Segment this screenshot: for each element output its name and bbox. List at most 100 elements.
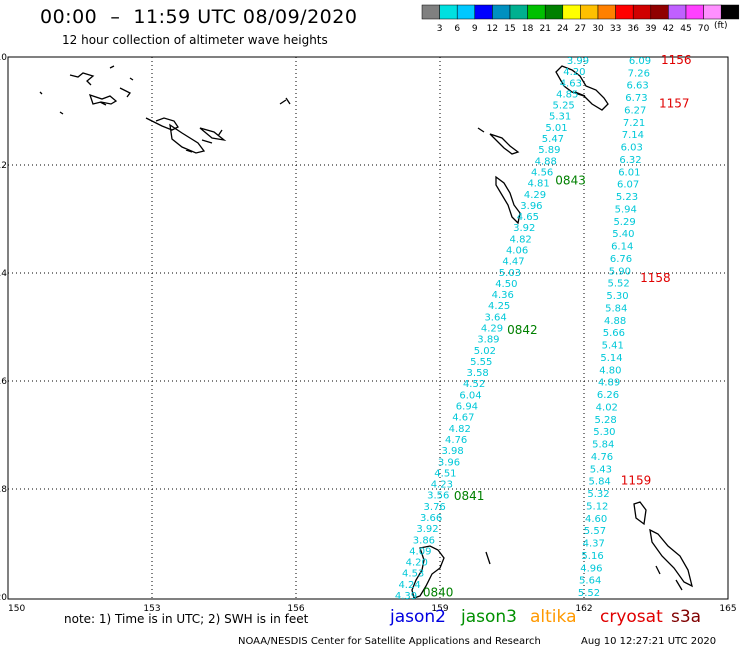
- y-axis-tick-label: -16: [0, 377, 7, 387]
- pass-time-label: 0840: [423, 585, 454, 599]
- swh-value-label: 4.89: [598, 378, 620, 389]
- swh-value-label: 5.14: [600, 353, 622, 364]
- swh-value-label: 3.86: [413, 535, 435, 546]
- swh-value-label: 6.14: [611, 242, 633, 253]
- footer-credit: NOAA/NESDIS Center for Satellite Applica…: [238, 636, 541, 647]
- swh-value-label: 5.57: [584, 526, 606, 537]
- swh-value-label: 6.26: [597, 390, 619, 401]
- swh-value-label: 7.21: [623, 118, 645, 129]
- swh-value-label: 6.63: [626, 81, 648, 92]
- satellite-legend-item: jason2: [390, 607, 446, 627]
- swh-value-label: 5.94: [615, 204, 637, 215]
- coastlines: [39, 65, 693, 599]
- swh-value-label: 4.76: [445, 435, 467, 446]
- legend-tick-label: 39: [645, 24, 657, 34]
- legend-tick-label: 33: [610, 24, 621, 34]
- coastline-islands-mid: [477, 127, 521, 225]
- legend-tick-label: 21: [539, 24, 550, 34]
- swh-value-label: 4.24: [398, 580, 420, 591]
- x-axis-tick-label: 165: [719, 604, 736, 614]
- swh-value-label: 4.20: [563, 67, 585, 78]
- swh-value-label: 4.29: [481, 324, 503, 335]
- swh-value-label: 3.92: [416, 524, 438, 535]
- legend-tick-label: 70: [698, 24, 710, 34]
- swh-value-label: 4.81: [527, 179, 549, 190]
- color-legend: 3 6 9 12 15 18 21 24 27 30 33 36 39 42 45 70: [421, 4, 740, 34]
- y-axis-tick-label: -10: [0, 53, 7, 63]
- axis-labels: 150 153 156 159 162 165 -10 -12 -14 -16 -18 -20: [0, 53, 737, 614]
- footer-timestamp: Aug 10 12:27:21 UTC 2020: [581, 636, 717, 647]
- pass-time-label: 1159: [621, 473, 652, 487]
- swh-value-label: 5.52: [608, 279, 630, 290]
- swh-value-label: 4.23: [431, 480, 453, 491]
- legend-tick-label: 24: [557, 24, 569, 34]
- swh-value-label: 5.32: [587, 489, 609, 500]
- swh-value-label: 5.40: [612, 229, 634, 240]
- swh-value-label: 4.39: [395, 591, 417, 602]
- swh-value-label: 6.04: [459, 390, 481, 401]
- note-text: note: 1) Time is in UTC; 2) SWH is in fe…: [64, 612, 309, 626]
- legend-tick-label: 6: [454, 24, 460, 34]
- swh-value-label: 4.76: [591, 452, 613, 463]
- swh-value-label: 6.32: [619, 155, 641, 166]
- swh-value-label: 4.82: [449, 424, 471, 435]
- pass-time-label: 0843: [555, 173, 586, 187]
- swh-value-label: 4.47: [502, 257, 524, 268]
- swh-value-label: 6.09: [629, 56, 651, 67]
- swh-value-label: 4.63: [560, 78, 582, 89]
- swh-value-label: 5.64: [579, 576, 601, 587]
- swh-value-label: 4.96: [580, 563, 602, 574]
- map-frame: [7, 56, 729, 600]
- swh-value-label: 4.06: [506, 245, 528, 256]
- swh-value-label: 3.92: [513, 223, 535, 234]
- y-axis-tick-label: -20: [0, 593, 7, 603]
- swh-value-label: 4.36: [492, 290, 514, 301]
- swh-value-label: 4.60: [585, 514, 607, 525]
- swh-value-label: 5.23: [616, 192, 638, 203]
- swh-value-label: 5.02: [474, 346, 496, 357]
- swh-value-label: 4.20: [406, 558, 428, 569]
- swh-value-label: 3.96: [520, 201, 542, 212]
- swh-value-label: 5.30: [593, 427, 615, 438]
- swh-value-label: 6.27: [624, 105, 646, 116]
- legend-tick-label: 9: [472, 24, 478, 34]
- y-axis-tick-label: -18: [0, 485, 7, 495]
- swh-value-label: 5.25: [553, 101, 575, 112]
- satellite-legend-item: altika: [530, 607, 577, 627]
- swh-value-label: 5.29: [613, 217, 635, 228]
- pass-time-label: 0841: [454, 489, 485, 503]
- swh-value-label: 5.90: [609, 266, 631, 277]
- swh-value-label: 3.99: [567, 56, 589, 67]
- swh-value-label: 4.02: [596, 402, 618, 413]
- swh-value-label: 5.89: [538, 145, 560, 156]
- swh-value-label: 5.03: [499, 268, 521, 279]
- swh-value-label: 4.67: [452, 413, 474, 424]
- map-title: 00:00 – 11:59 UTC 08/09/2020: [40, 6, 358, 28]
- swh-value-label: 6.73: [625, 93, 647, 104]
- swh-value-label: 5.12: [586, 501, 608, 512]
- swh-value-label: 3.98: [441, 446, 463, 457]
- legend-tick-label: 42: [663, 24, 674, 34]
- legend-tick-label: 15: [504, 24, 515, 34]
- swh-value-label: 6.03: [621, 143, 643, 154]
- x-axis-tick-label: 159: [431, 604, 448, 614]
- x-axis-tick-label: 153: [143, 604, 160, 614]
- swh-value-label: 3.76: [424, 502, 446, 513]
- x-axis-tick-label: 156: [287, 604, 304, 614]
- coastline-solomon-west: [69, 72, 227, 154]
- coastline-vanuatu-north: [555, 65, 609, 111]
- swh-value-label: 3.58: [467, 368, 489, 379]
- swh-value-label: 5.84: [605, 303, 627, 314]
- swh-value-label: 4.29: [524, 190, 546, 201]
- swh-value-label: 6.94: [456, 402, 478, 413]
- swh-value-label: 5.01: [545, 123, 567, 134]
- swh-value-label: 6.01: [618, 167, 640, 178]
- x-axis-tick-label: 162: [575, 604, 592, 614]
- legend-tick-label: 18: [522, 24, 534, 34]
- legend-tick-label: 36: [627, 24, 639, 34]
- legend-tick-label: 30: [592, 24, 604, 34]
- swh-value-label: 3.89: [477, 335, 499, 346]
- swh-value-label: 5.55: [470, 357, 492, 368]
- swh-value-label: 4.88: [604, 316, 626, 327]
